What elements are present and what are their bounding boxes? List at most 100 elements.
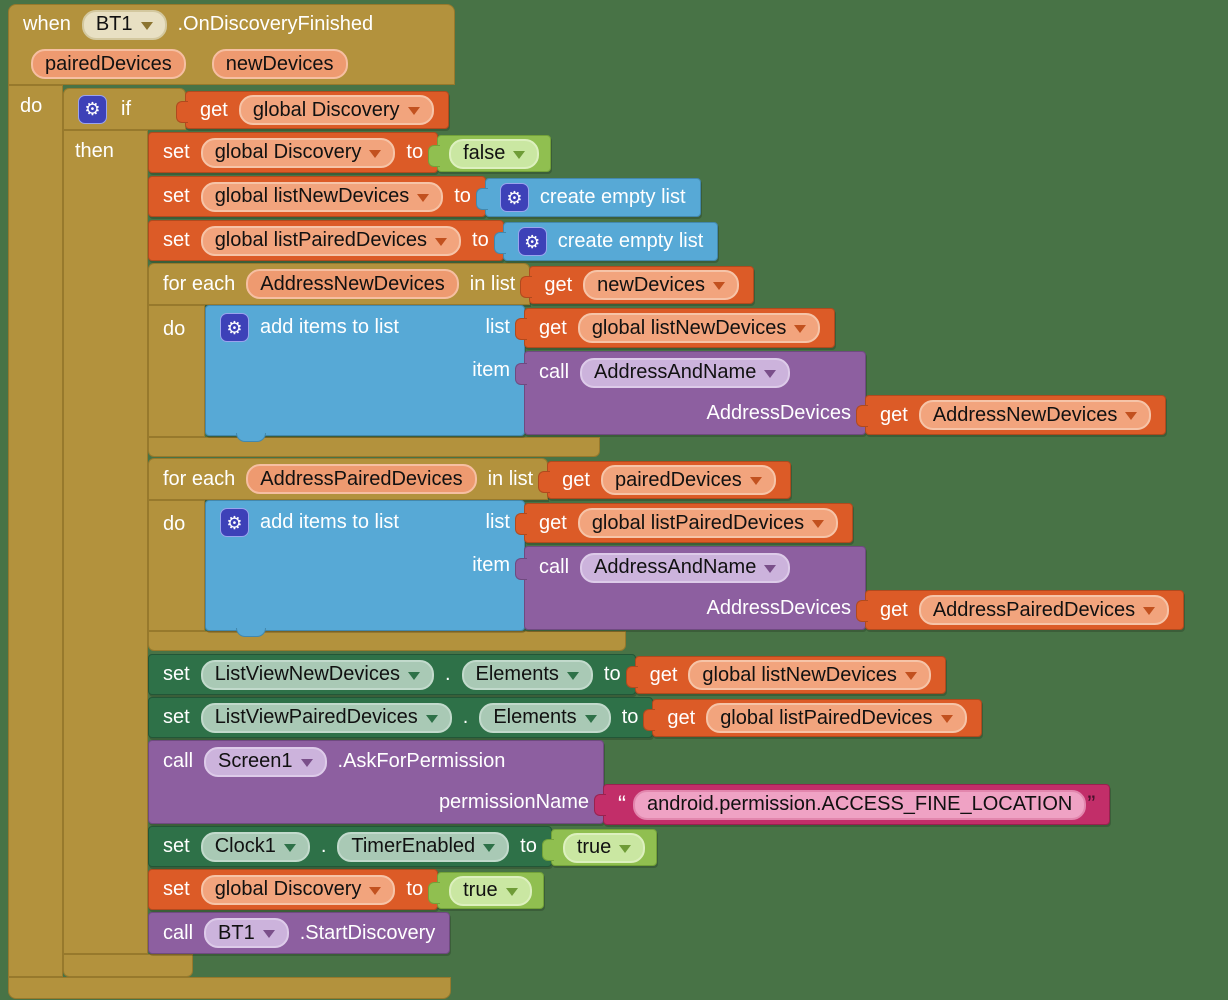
variable-dropdown-global-listpaireddevices[interactable]: global listPairedDevices <box>706 703 967 733</box>
if-mutator-gear-icon[interactable]: ⚙ <box>78 94 107 124</box>
get-keyword: get <box>562 468 590 491</box>
property-dropdown-elements[interactable]: Elements <box>461 659 593 690</box>
variable-dropdown-listnewdevices[interactable]: global listNewDevices <box>200 181 444 212</box>
set-global-discovery-true-block[interactable]: set global Discovery to true <box>148 869 544 910</box>
variable-dropdown-global-listnewdevices[interactable]: global listNewDevices <box>577 313 821 343</box>
component-dropdown-listviewpaireddevices[interactable]: ListViewPairedDevices <box>200 702 452 733</box>
create-empty-list-block[interactable]: ⚙ create empty list <box>493 222 719 261</box>
if-block-header[interactable]: ⚙ if get global Discovery <box>63 88 449 130</box>
dot-separator: . <box>444 663 451 685</box>
component-dropdown-screen1[interactable]: Screen1 <box>204 746 327 777</box>
set-keyword: set <box>163 185 190 207</box>
variable-dropdown-global-listnewdevices[interactable]: global listNewDevices <box>688 660 931 690</box>
list-mutator-gear-icon[interactable]: ⚙ <box>220 313 249 342</box>
get-paireddevices-block[interactable]: get pairedDevices <box>538 461 791 499</box>
event-param-paireddevices[interactable]: pairedDevices <box>31 49 186 80</box>
variable-dropdown-addresspaireddevices[interactable]: AddressPairedDevices <box>918 595 1170 625</box>
event-component-name: BT1 <box>95 13 133 36</box>
set-listviewnewdevices-elements-block[interactable]: set ListViewNewDevices . Elements to get… <box>148 654 946 695</box>
component-dropdown-bt1[interactable]: BT1 <box>204 918 289 948</box>
get-addresspaireddevices-block[interactable]: get AddressPairedDevices <box>855 590 1185 630</box>
get-global-listnewdevices-block[interactable]: get global listNewDevices <box>625 656 946 694</box>
dropdown-arrow-icon <box>262 930 275 938</box>
method-name-label: .StartDiscovery <box>299 921 436 944</box>
get-global-listpaireddevices-block[interactable]: get global listPairedDevices <box>514 503 854 543</box>
dropdown-arrow-icon <box>369 886 382 895</box>
procedure-dropdown[interactable]: AddressAndName <box>580 552 791 583</box>
set-clock1-timerenabled-block[interactable]: set Clock1 . TimerEnabled to true <box>148 826 658 867</box>
list-mutator-gear-icon[interactable]: ⚙ <box>499 183 529 212</box>
variable-dropdown-global-discovery[interactable]: global Discovery <box>200 874 396 905</box>
variable-dropdown-global-discovery[interactable]: global Discovery <box>200 137 396 168</box>
when-do-spine: do <box>8 85 63 977</box>
component-dropdown-listviewnewdevices[interactable]: ListViewNewDevices <box>200 659 434 690</box>
create-empty-list-label: create empty list <box>539 186 686 208</box>
dropdown-arrow-icon <box>764 564 777 573</box>
get-addressnewdevices-block[interactable]: get AddressNewDevices <box>855 395 1167 435</box>
dropdown-arrow-icon <box>425 714 438 723</box>
variable-dropdown-paireddevices[interactable]: pairedDevices <box>600 465 776 495</box>
variable-dropdown-addressnewdevices[interactable]: AddressNewDevices <box>918 400 1152 430</box>
for-each-paireddevices-spine: do <box>148 500 205 631</box>
add-items-to-list-block[interactable]: ⚙ add items to list list item get global… <box>205 500 1185 637</box>
get-global-listpaireddevices-block[interactable]: get global listPairedDevices <box>643 699 982 737</box>
call-startdiscovery-block[interactable]: call BT1 .StartDiscovery <box>148 912 451 954</box>
when-foot <box>8 977 451 999</box>
text-string-block[interactable]: “ android.permission.ACCESS_FINE_LOCATIO… <box>593 784 1111 825</box>
component-dropdown-clock1[interactable]: Clock1 <box>200 831 310 862</box>
dropdown-arrow-icon <box>300 758 313 767</box>
for-each-newdevices-spine: do <box>148 305 205 437</box>
logic-value-dropdown[interactable]: true <box>449 875 532 906</box>
loop-var-field[interactable]: AddressNewDevices <box>246 269 459 299</box>
text-string-field[interactable]: android.permission.ACCESS_FINE_LOCATION <box>633 789 1087 820</box>
get-keyword: get <box>539 511 567 534</box>
set-global-discovery-false-block[interactable]: set global Discovery to false <box>148 132 552 173</box>
method-name-label: .AskForPermission <box>337 750 506 772</box>
to-keyword: to <box>454 185 471 207</box>
set-keyword: set <box>163 835 190 857</box>
call-addressandname-block[interactable]: call AddressAndName AddressDevices get A… <box>515 546 1185 630</box>
list-mutator-gear-icon[interactable]: ⚙ <box>220 508 249 537</box>
get-global-discovery-condition[interactable]: get global Discovery <box>176 91 449 129</box>
get-newdevices-block[interactable]: get newDevices <box>520 266 754 304</box>
call-addressandname-block[interactable]: call AddressAndName AddressDevices get A… <box>515 351 1167 435</box>
for-each-newdevices-header[interactable]: for each AddressNewDevices in list get n… <box>148 263 754 305</box>
set-global-listpaireddevices-block[interactable]: set global listPairedDevices to ⚙ create… <box>148 220 719 261</box>
dot-separator: . <box>462 706 469 728</box>
property-dropdown-elements[interactable]: Elements <box>479 702 611 733</box>
variable-dropdown-global-listpaireddevices[interactable]: global listPairedDevices <box>577 508 839 538</box>
logic-value-dropdown[interactable]: false <box>449 138 540 169</box>
event-component-dropdown[interactable]: BT1 <box>81 9 167 40</box>
event-param-newdevices[interactable]: newDevices <box>211 49 348 80</box>
set-global-listnewdevices-block[interactable]: set global listNewDevices to ⚙ create em… <box>148 176 701 217</box>
item-slot-label: item <box>472 554 510 576</box>
variable-dropdown-global-discovery[interactable]: global Discovery <box>238 95 434 125</box>
call-askforpermission-block[interactable]: call Screen1 .AskForPermission permissio… <box>148 740 1111 825</box>
logic-true-block[interactable]: true <box>541 829 658 866</box>
variable-dropdown-listpaireddevices[interactable]: global listPairedDevices <box>200 225 462 256</box>
logic-value-dropdown[interactable]: true <box>562 832 646 863</box>
do-label: do <box>163 318 186 340</box>
when-event-header[interactable]: when BT1 .OnDiscoveryFinished pairedDevi… <box>8 4 455 85</box>
if-foot <box>63 954 193 977</box>
add-items-to-list-block[interactable]: ⚙ add items to list list item get global… <box>205 305 1167 442</box>
loop-var-field[interactable]: AddressPairedDevices <box>246 464 477 494</box>
get-global-listnewdevices-block[interactable]: get global listNewDevices <box>514 308 836 348</box>
then-label: then <box>75 140 114 162</box>
property-dropdown-timerenabled[interactable]: TimerEnabled <box>337 831 510 862</box>
dropdown-arrow-icon <box>764 369 777 378</box>
dropdown-arrow-icon <box>584 714 597 723</box>
dropdown-arrow-icon <box>435 237 448 246</box>
list-mutator-gear-icon[interactable]: ⚙ <box>517 227 547 256</box>
logic-false-block[interactable]: false <box>428 135 552 172</box>
variable-dropdown-newdevices[interactable]: newDevices <box>583 270 739 300</box>
for-each-paireddevices-header[interactable]: for each AddressPairedDevices in list ge… <box>148 458 791 500</box>
logic-true-block[interactable]: true <box>428 872 544 909</box>
procedure-dropdown[interactable]: AddressAndName <box>580 357 791 388</box>
create-empty-list-block[interactable]: ⚙ create empty list <box>475 178 701 217</box>
dropdown-arrow-icon <box>812 520 825 528</box>
set-listviewpaireddevices-elements-block[interactable]: set ListViewPairedDevices . Elements to … <box>148 697 982 738</box>
list-slot-label: list <box>485 511 510 533</box>
dropdown-arrow-icon <box>513 150 526 159</box>
